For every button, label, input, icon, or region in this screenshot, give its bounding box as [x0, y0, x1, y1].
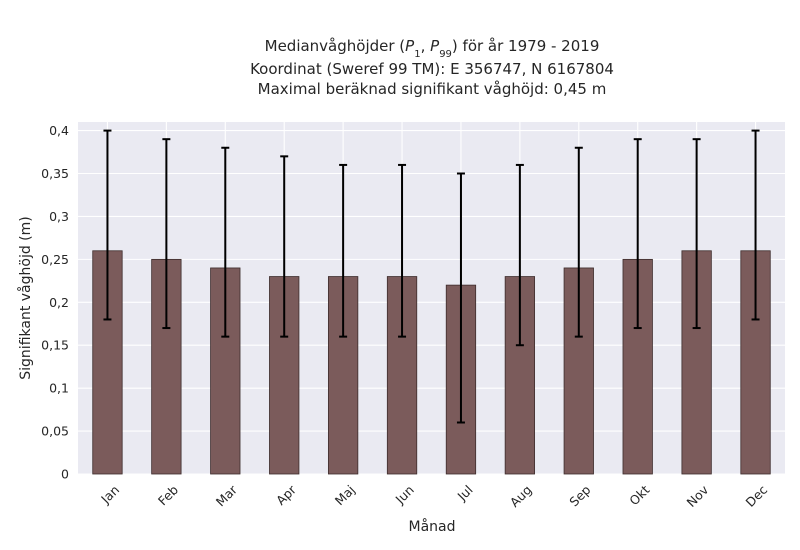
y-tick-label: 0,25: [41, 252, 69, 267]
y-axis-ticks: 0 0,05 0,1 0,15 0,2 0,25 0,3 0,35 0,4: [41, 123, 69, 481]
x-tick-label: Maj: [332, 482, 358, 508]
title-line-2: Koordinat (Sweref 99 TM): E 356747, N 61…: [250, 60, 614, 78]
error-bar-okt: [633, 138, 642, 330]
error-bar-aug: [515, 163, 524, 347]
y-tick-label: 0,4: [49, 123, 69, 138]
x-tick-label: Okt: [626, 482, 652, 508]
x-tick-label: Feb: [155, 482, 181, 508]
error-bar-sep: [574, 146, 583, 338]
error-bars: [103, 129, 760, 424]
y-tick-label: 0,3: [49, 209, 69, 224]
y-tick-label: 0,05: [41, 424, 69, 439]
y-tick-label: 0: [61, 467, 69, 482]
x-tick-label: Sep: [566, 482, 593, 509]
error-bar-jul: [456, 172, 465, 424]
title-line-1: Medianvåghöjder (P1, P99) för år 1979 - …: [265, 37, 600, 60]
x-axis-ticks: Jan Feb Mar Apr Maj Jun Jul Aug Sep Okt Nov Dec: [97, 482, 770, 510]
x-tick-label: Jul: [454, 482, 476, 504]
x-tick-label: Mar: [213, 482, 241, 510]
x-tick-label: Jun: [392, 482, 417, 507]
error-bar-mar: [221, 146, 230, 338]
x-tick-label: Jan: [97, 482, 122, 507]
error-bar-maj: [339, 163, 348, 338]
x-tick-label: Apr: [273, 482, 300, 509]
error-bar-jun: [398, 163, 407, 338]
x-tick-label: Nov: [684, 482, 712, 510]
y-tick-label: 0,35: [41, 166, 69, 181]
chart-title: Medianvåghöjder (P1, P99) för år 1979 - …: [250, 37, 614, 98]
error-bar-dec: [751, 129, 760, 321]
bar-jan: [92, 250, 123, 475]
y-tick-label: 0,15: [41, 338, 69, 353]
error-bar-apr: [280, 155, 289, 338]
plot-area: [78, 122, 785, 474]
y-tick-label: 0,2: [49, 295, 69, 310]
x-tick-label: Aug: [507, 482, 535, 510]
title-line-3: Maximal beräknad signifikant våghöjd: 0,…: [258, 80, 607, 98]
error-bar-jan: [103, 129, 112, 321]
x-tick-label: Dec: [743, 482, 771, 510]
y-axis-label: Signifikant våghöjd (m): [17, 216, 34, 379]
bars: [92, 250, 771, 475]
y-tick-label: 0,1: [49, 381, 69, 396]
error-bar-feb: [162, 138, 171, 330]
error-bar-nov: [692, 138, 701, 330]
x-axis-label: Månad: [409, 518, 456, 535]
